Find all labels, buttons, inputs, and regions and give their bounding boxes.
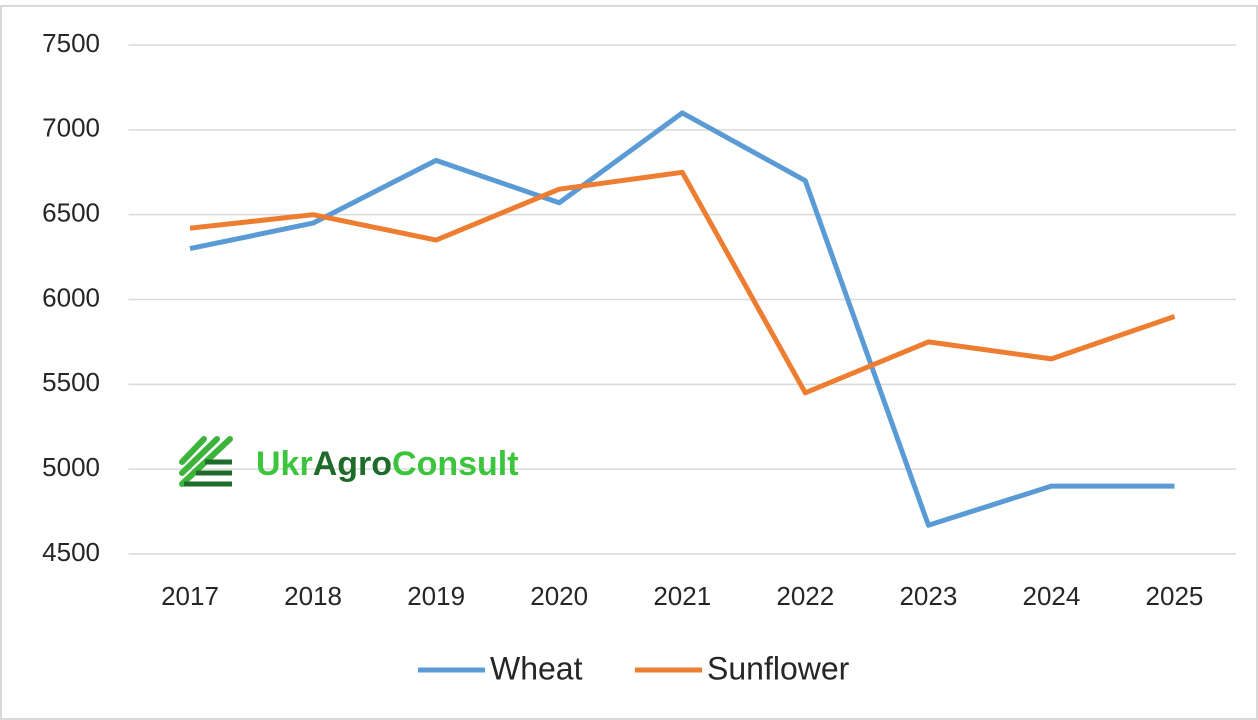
logo: UkrAgroConsult <box>179 436 519 487</box>
legend-label: Wheat <box>490 650 583 686</box>
x-tick-label: 2017 <box>161 581 219 611</box>
logo-part: Consult <box>392 445 519 483</box>
x-tick-label: 2025 <box>1146 581 1204 611</box>
x-tick-label: 2021 <box>653 581 711 611</box>
y-tick-label: 7500 <box>42 28 100 58</box>
x-tick-label: 2020 <box>530 581 588 611</box>
legend-item: Sunflower <box>635 650 850 686</box>
logo-part: Ukr <box>256 445 313 483</box>
x-tick-label: 2019 <box>407 581 465 611</box>
legend-item: Wheat <box>418 650 583 686</box>
chart-frame <box>0 5 1258 720</box>
line-series <box>189 169 1176 396</box>
logo-text: UkrAgroConsult <box>256 445 519 483</box>
x-tick-label: 2023 <box>899 581 957 611</box>
y-tick-label: 6500 <box>42 198 100 228</box>
y-tick-label: 6000 <box>42 282 100 312</box>
y-tick-label: 5500 <box>42 367 100 397</box>
x-tick-label: 2018 <box>284 581 342 611</box>
y-tick-label: 7000 <box>42 113 100 143</box>
x-tick-label: 2024 <box>1022 581 1080 611</box>
legend-label: Sunflower <box>707 650 850 686</box>
logo-bars <box>184 459 232 487</box>
y-tick-label: 5000 <box>42 452 100 482</box>
x-tick-label: 2022 <box>776 581 834 611</box>
line-series <box>189 110 1175 528</box>
y-tick-label: 4500 <box>42 537 100 567</box>
logo-part: Agro <box>313 445 392 483</box>
